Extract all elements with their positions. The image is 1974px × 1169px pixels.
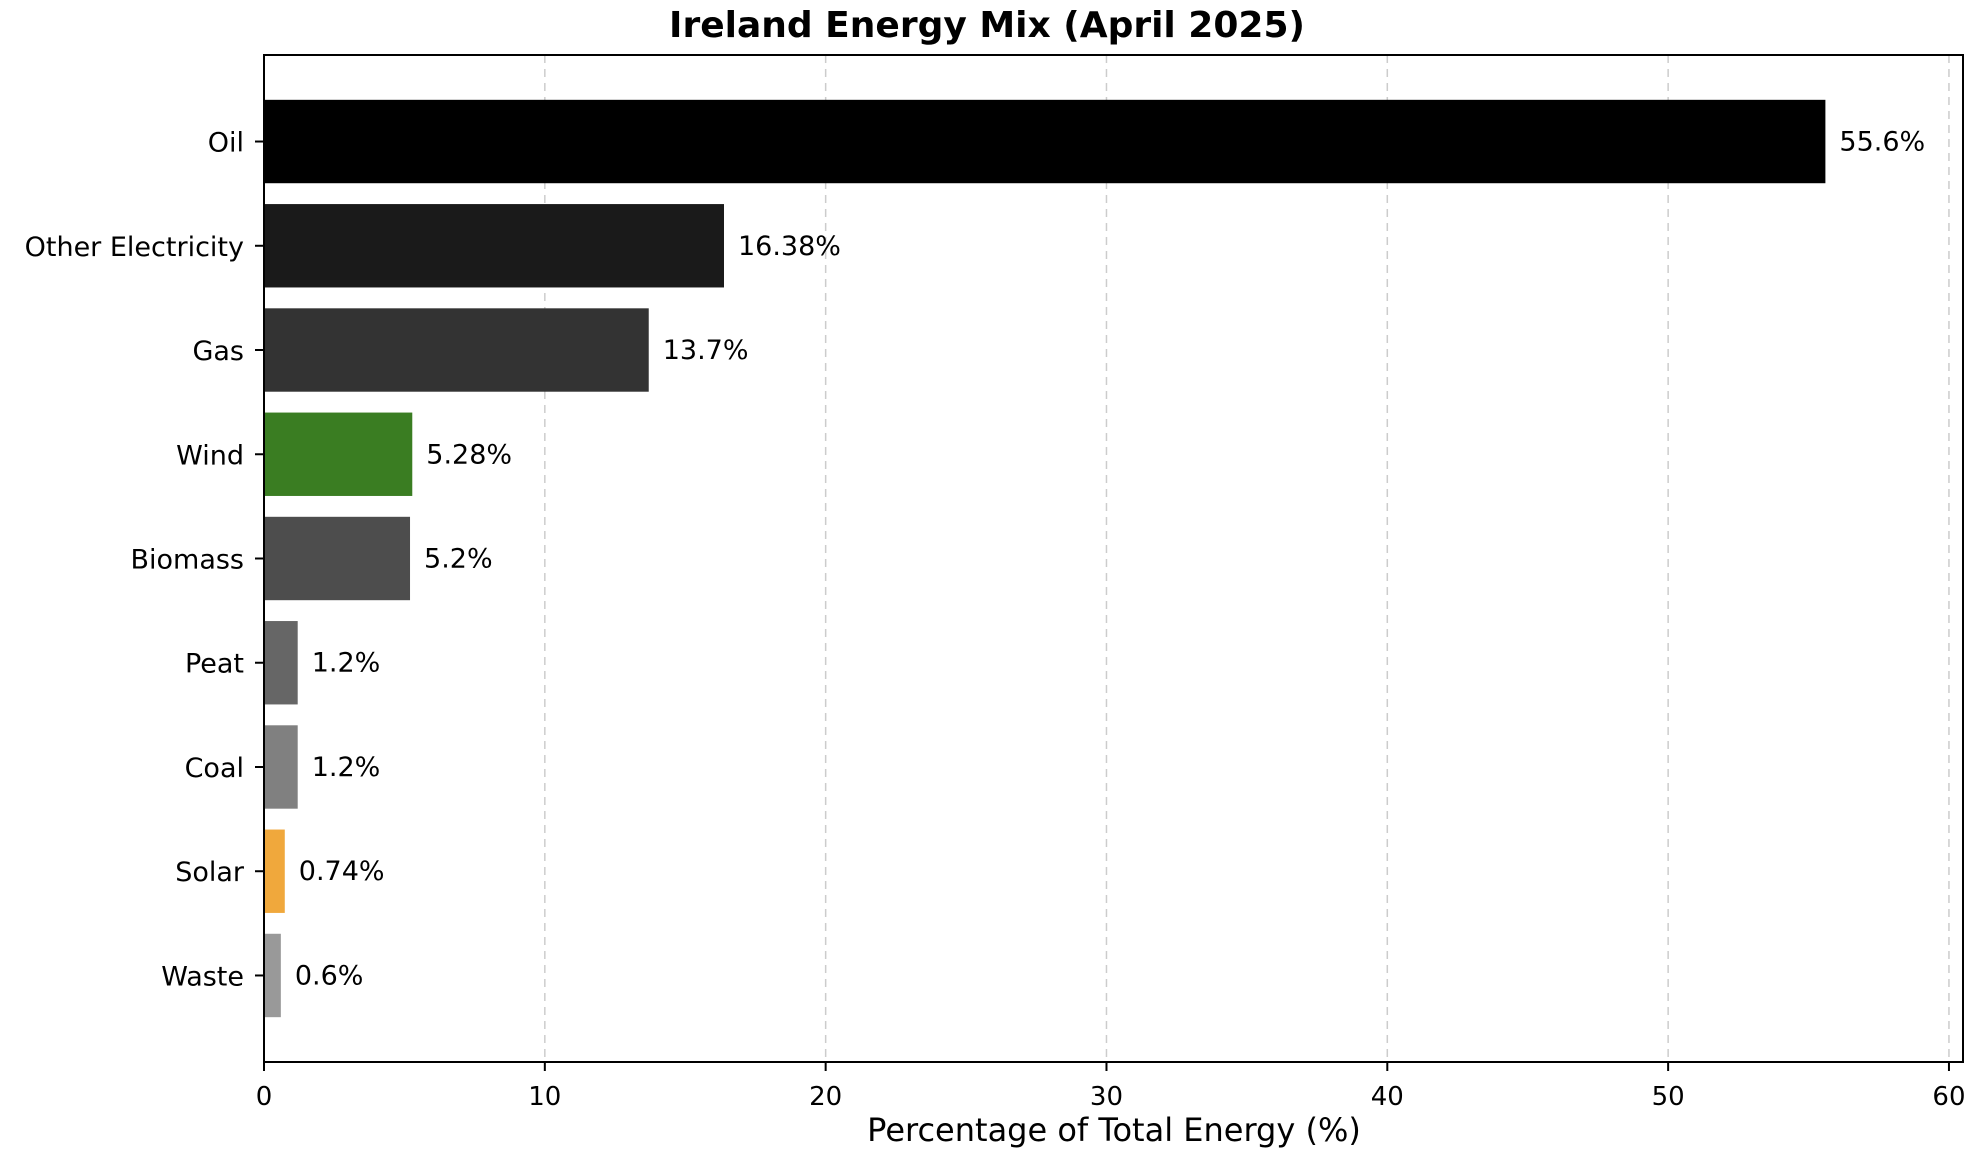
data-label-gas: 13.7%	[663, 335, 749, 366]
plot-frame	[263, 54, 1964, 1063]
y-tick-label-other-electricity: Other Electricity	[25, 232, 244, 263]
y-tick-label-peat: Peat	[185, 649, 244, 680]
chart-title: Ireland Energy Mix (April 2025)	[669, 5, 1305, 46]
bar-coal	[264, 725, 298, 809]
y-tick-label-wind: Wind	[176, 440, 244, 471]
y-tick-label-solar: Solar	[175, 857, 245, 888]
bars	[264, 99, 1826, 1018]
x-tick-label-50: 50	[1652, 1082, 1685, 1112]
y-tick-label-gas: Gas	[192, 336, 244, 367]
x-axis-label: Percentage of Total Energy (%)	[867, 1111, 1361, 1149]
y-tick-label-coal: Coal	[185, 753, 244, 784]
y-tick-label-biomass: Biomass	[130, 545, 244, 576]
y-tick-label-oil: Oil	[208, 128, 244, 159]
bar-oil	[264, 99, 1826, 184]
bar-other-electricity	[264, 204, 724, 288]
data-label-peat: 1.2%	[312, 648, 381, 679]
bar-gas	[264, 308, 649, 392]
data-labels: 55.6% 16.38% 13.7% 5.28% 5.2% 1.2% 1.2% 0.74% 0.…	[295, 127, 1925, 992]
data-label-oil: 55.6%	[1839, 127, 1925, 158]
bar-biomass	[264, 516, 411, 601]
x-tick-label-20: 20	[809, 1082, 842, 1112]
bar-wind	[264, 412, 413, 496]
x-tick-label-30: 30	[1090, 1082, 1123, 1112]
data-label-wind: 5.28%	[426, 439, 512, 470]
data-label-waste: 0.6%	[295, 960, 364, 991]
bar-solar	[264, 829, 285, 913]
data-label-biomass: 5.2%	[424, 544, 493, 575]
bar-waste	[264, 933, 281, 1018]
data-label-other-electricity: 16.38%	[738, 231, 841, 262]
x-axis: 0 10 20 30 40 50 60	[256, 1062, 1966, 1112]
x-tick-label-40: 40	[1371, 1082, 1404, 1112]
bar-peat	[264, 621, 298, 705]
x-tick-label-60: 60	[1932, 1082, 1965, 1112]
data-label-coal: 1.2%	[312, 752, 381, 783]
x-tick-label-10: 10	[528, 1082, 561, 1112]
gridlines	[544, 55, 1950, 1062]
y-axis: Oil Other Electricity Gas Wind Biomass Peat Co…	[25, 128, 264, 992]
y-tick-label-waste: Waste	[161, 961, 244, 992]
x-tick-label-0: 0	[256, 1082, 273, 1112]
data-label-solar: 0.74%	[299, 856, 385, 887]
